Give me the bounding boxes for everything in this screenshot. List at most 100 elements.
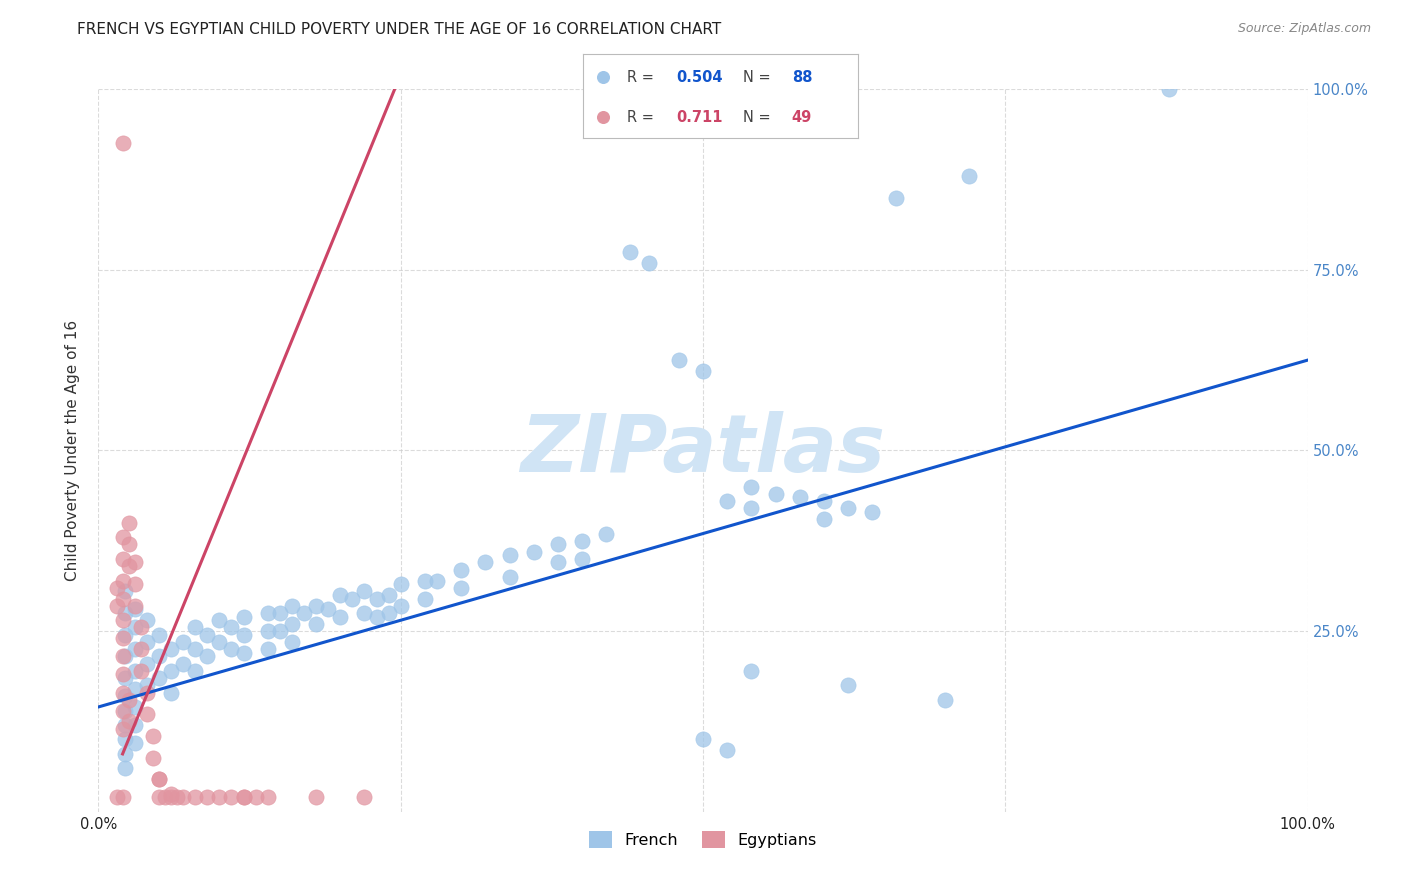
Point — [129, 620, 152, 634]
Text: Source: ZipAtlas.com: Source: ZipAtlas.com — [1237, 22, 1371, 36]
Point — [105, 599, 128, 613]
Point — [148, 649, 170, 664]
Point — [111, 790, 134, 805]
Point — [377, 606, 399, 620]
Point — [316, 602, 339, 616]
Point — [105, 790, 128, 805]
Point — [789, 491, 811, 505]
Point — [256, 606, 278, 620]
Point — [148, 628, 170, 642]
Point — [172, 635, 194, 649]
Point — [124, 681, 146, 696]
Point — [114, 649, 136, 664]
Text: 49: 49 — [792, 110, 813, 125]
Text: FRENCH VS EGYPTIAN CHILD POVERTY UNDER THE AGE OF 16 CORRELATION CHART: FRENCH VS EGYPTIAN CHILD POVERTY UNDER T… — [77, 22, 721, 37]
Point — [547, 556, 569, 570]
Point — [111, 574, 134, 588]
Point — [118, 692, 141, 706]
Point — [353, 606, 375, 620]
Point — [135, 613, 157, 627]
Point — [124, 700, 146, 714]
Point — [547, 537, 569, 551]
Y-axis label: Child Poverty Under the Age of 16: Child Poverty Under the Age of 16 — [65, 320, 80, 581]
Point — [592, 110, 614, 124]
Text: N =: N = — [742, 110, 775, 125]
Point — [232, 609, 254, 624]
Point — [366, 609, 388, 624]
Point — [886, 191, 908, 205]
Point — [105, 581, 128, 595]
Point — [114, 761, 136, 775]
Point — [111, 667, 134, 681]
Point — [498, 548, 520, 562]
Text: 88: 88 — [792, 70, 813, 85]
Point — [184, 664, 207, 678]
Point — [413, 591, 436, 606]
Point — [256, 624, 278, 639]
Point — [342, 591, 364, 606]
Point — [135, 685, 157, 699]
Text: 0.711: 0.711 — [676, 110, 723, 125]
Point — [377, 588, 399, 602]
Point — [142, 750, 165, 764]
Point — [160, 664, 183, 678]
Text: R =: R = — [627, 110, 664, 125]
Text: R =: R = — [627, 70, 659, 85]
Point — [692, 732, 714, 747]
Point — [129, 664, 152, 678]
Point — [142, 729, 165, 743]
Point — [232, 790, 254, 805]
Point — [281, 635, 304, 649]
Point — [329, 609, 352, 624]
Point — [716, 494, 738, 508]
Point — [148, 772, 170, 787]
Point — [269, 606, 291, 620]
Point — [221, 790, 243, 805]
Point — [111, 136, 134, 151]
Point — [114, 704, 136, 718]
Point — [148, 772, 170, 787]
Point — [305, 599, 328, 613]
Point — [111, 685, 134, 699]
Point — [160, 685, 183, 699]
Point — [124, 664, 146, 678]
Point — [111, 591, 134, 606]
Point — [637, 255, 659, 269]
Point — [111, 704, 134, 718]
Point — [860, 505, 883, 519]
Point — [389, 577, 412, 591]
Point — [111, 649, 134, 664]
Point — [716, 743, 738, 757]
Point — [114, 584, 136, 599]
Point — [124, 736, 146, 750]
Point — [281, 616, 304, 631]
Point — [153, 790, 176, 805]
Point — [208, 790, 231, 805]
Point — [281, 599, 304, 613]
Point — [740, 480, 762, 494]
Point — [353, 790, 375, 805]
Point — [135, 635, 157, 649]
Point — [813, 494, 835, 508]
Point — [135, 657, 157, 671]
Point — [118, 516, 141, 530]
Point — [124, 599, 146, 613]
Point — [111, 551, 134, 566]
Point — [124, 718, 146, 732]
Point — [221, 642, 243, 657]
Point — [135, 707, 157, 722]
Point — [172, 657, 194, 671]
Point — [114, 606, 136, 620]
Point — [111, 632, 134, 646]
Point — [118, 559, 141, 574]
Point — [245, 790, 267, 805]
Point — [160, 642, 183, 657]
Point — [124, 642, 146, 657]
Point — [571, 533, 593, 548]
Point — [114, 689, 136, 703]
Point — [195, 790, 218, 805]
Text: 0.504: 0.504 — [676, 70, 723, 85]
Point — [957, 169, 980, 183]
Point — [837, 678, 859, 692]
Point — [172, 790, 194, 805]
